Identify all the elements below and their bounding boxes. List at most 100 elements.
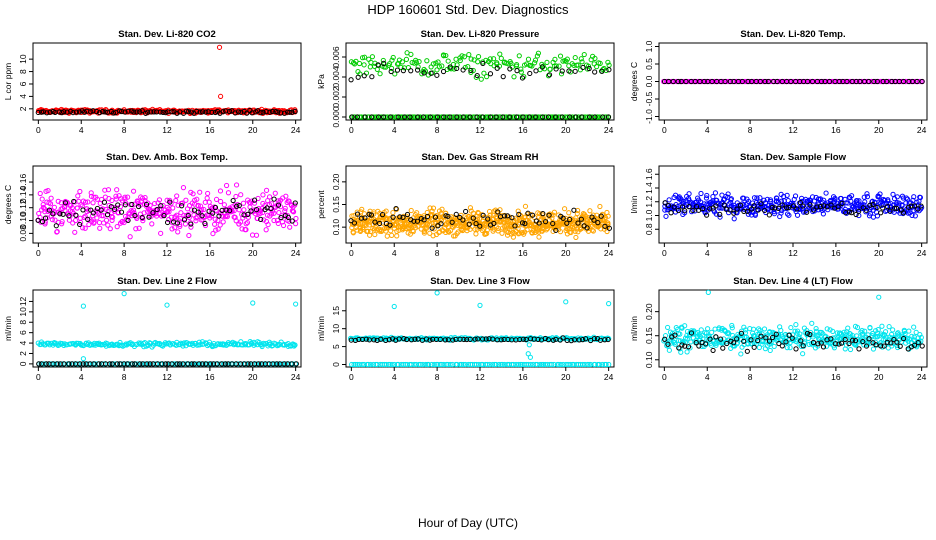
data-point	[559, 114, 565, 120]
data-point	[118, 108, 125, 115]
data-point	[682, 323, 688, 329]
data-point	[73, 212, 79, 218]
data-point	[383, 337, 389, 343]
data-point	[470, 67, 476, 74]
data-point	[450, 337, 456, 343]
data-point	[361, 211, 367, 217]
data-point	[238, 219, 244, 225]
data-point	[744, 348, 750, 354]
data-point	[545, 114, 552, 120]
data-point	[773, 331, 779, 337]
data-point	[396, 336, 402, 342]
data-point	[228, 207, 235, 214]
data-point	[688, 330, 695, 336]
y-tick-label: 0.15	[331, 196, 341, 213]
data-point	[586, 361, 592, 368]
data-point	[386, 61, 393, 67]
data-point	[684, 349, 690, 355]
data-point	[156, 197, 163, 203]
data-point	[348, 218, 354, 224]
data-point	[894, 342, 900, 349]
data-point	[575, 220, 581, 226]
data-point	[666, 347, 672, 353]
data-point	[112, 206, 118, 212]
data-point	[383, 228, 389, 234]
data-point	[504, 213, 511, 219]
data-point	[846, 209, 853, 215]
data-point	[139, 108, 145, 114]
y-tick-label: 0.10	[644, 351, 654, 368]
data-point	[99, 196, 105, 203]
data-point	[755, 337, 761, 344]
data-point	[80, 225, 86, 231]
data-point	[91, 219, 97, 225]
data-point	[421, 230, 427, 236]
data-point	[159, 361, 165, 367]
data-point	[888, 331, 895, 338]
data-point	[210, 210, 216, 216]
data-point	[804, 209, 810, 215]
data-point	[520, 336, 526, 342]
data-point	[549, 215, 555, 221]
data-point	[90, 210, 96, 216]
data-point	[434, 114, 441, 120]
data-point	[823, 343, 830, 349]
data-point	[381, 60, 387, 66]
data-point	[522, 203, 529, 209]
data-point	[884, 78, 890, 85]
data-point	[856, 346, 862, 352]
data-point	[374, 361, 380, 368]
data-point	[493, 114, 499, 120]
data-point	[597, 203, 603, 210]
data-point	[278, 110, 284, 116]
data-point	[724, 340, 730, 347]
y-tick-label: 0.10	[331, 219, 341, 236]
data-point	[207, 361, 214, 367]
data-point	[849, 193, 855, 199]
x-tick-label: 4	[705, 372, 710, 382]
data-point	[567, 361, 573, 368]
data-point	[122, 213, 129, 220]
data-point	[82, 225, 88, 231]
data-point	[853, 211, 859, 218]
data-point	[828, 202, 834, 208]
data-point	[532, 60, 538, 66]
data-point	[35, 109, 41, 116]
x-tick-label: 20	[248, 125, 258, 135]
data-point	[520, 114, 526, 120]
data-point	[438, 221, 444, 227]
data-point	[168, 200, 174, 206]
data-point	[243, 227, 249, 233]
data-point	[197, 189, 203, 195]
data-point	[491, 220, 497, 227]
data-point	[408, 361, 415, 368]
data-point	[890, 327, 896, 333]
data-point	[354, 209, 360, 215]
data-point	[484, 74, 490, 80]
data-point	[487, 361, 493, 368]
data-point	[73, 109, 79, 115]
data-point	[690, 207, 696, 214]
data-point	[125, 217, 131, 224]
data-point	[414, 218, 421, 224]
data-point	[292, 202, 298, 208]
plot-frame	[345, 289, 615, 368]
data-point	[404, 336, 410, 343]
data-point	[245, 361, 251, 367]
data-point	[552, 56, 558, 62]
data-point	[758, 201, 764, 207]
data-point	[836, 78, 842, 85]
data-point	[666, 197, 672, 203]
data-point	[394, 233, 400, 239]
data-point	[263, 187, 270, 193]
data-point	[421, 217, 427, 223]
data-point-outlier	[434, 290, 440, 296]
data-point	[82, 199, 89, 205]
data-point	[358, 215, 364, 221]
data-point	[199, 213, 205, 219]
data-point	[275, 202, 282, 208]
data-point	[571, 361, 577, 368]
data-point	[592, 69, 598, 75]
data-point	[893, 205, 900, 211]
data-point	[500, 74, 506, 80]
